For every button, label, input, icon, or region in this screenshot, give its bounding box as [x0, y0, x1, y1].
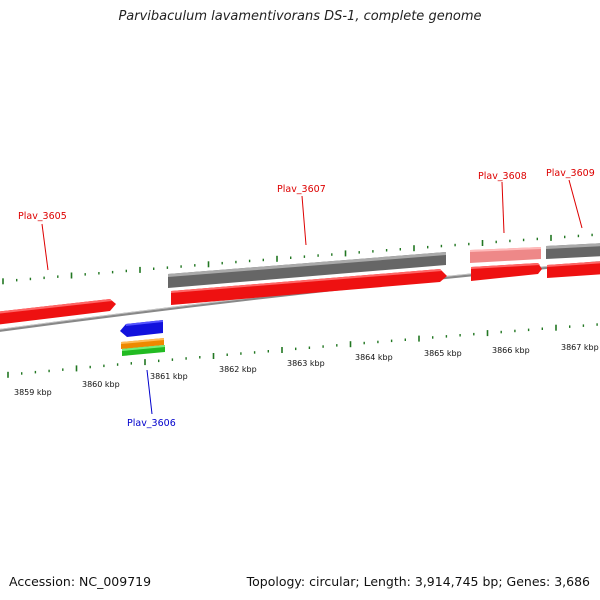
ruler-label: 3862 kbp [219, 365, 257, 374]
gene-label-plav-3607[interactable]: Plav_3607 [277, 184, 326, 195]
ruler-label: 3866 kbp [492, 346, 530, 355]
leader-plav-3605 [41, 223, 49, 271]
ruler-label: 3863 kbp [287, 359, 325, 368]
gene-plav-3607-arrow[interactable] [171, 269, 447, 305]
ruler-label: 3865 kbp [424, 349, 462, 358]
feature-grey-3607 [168, 252, 446, 288]
leader-plav-3609 [568, 179, 583, 229]
map-title: Parvibaculum lavamentivorans DS-1, compl… [118, 9, 482, 24]
feature-pink-3608-highlight [470, 247, 541, 252]
gene-label-plav-3609[interactable]: Plav_3609 [546, 168, 595, 179]
gene-plav-3609-highlight [547, 261, 600, 267]
accession-text: Accession: NC_009719 [9, 574, 152, 589]
gene-plav-3606-highlight [126, 320, 163, 326]
genome-summary-text: Topology: circular; Length: 3,914,745 bp… [246, 574, 590, 589]
gene-plav-3605-arrow[interactable] [0, 299, 116, 325]
feature-orange-3606-highlight [121, 338, 164, 344]
feature-grey-3607-highlight [168, 252, 446, 277]
ruler-label: 3864 kbp [355, 353, 393, 362]
ruler-label: 3860 kbp [82, 380, 120, 389]
leader-plav-3606 [146, 369, 153, 415]
gene-plav-3607-highlight [171, 269, 442, 293]
gene-label-plav-3608[interactable]: Plav_3608 [478, 171, 527, 182]
upper-tick-row [2, 233, 593, 285]
lower-tick-row [7, 323, 598, 378]
ruler-label: 3861 kbp [150, 372, 188, 381]
leader-plav-3607 [301, 195, 307, 246]
feature-green-3606-highlight [122, 345, 165, 351]
gene-label-plav-3606[interactable]: Plav_3606 [127, 418, 176, 429]
gene-plav-3605-highlight [0, 299, 112, 314]
ruler-label: 3867 kbp [561, 343, 599, 352]
ruler-label: 3859 kbp [14, 388, 52, 397]
leader-plav-3608 [501, 181, 505, 234]
gene-label-plav-3605[interactable]: Plav_3605 [18, 211, 67, 222]
feature-grey-3609-highlight [546, 243, 600, 249]
gene-plav-3608-highlight [471, 263, 540, 269]
